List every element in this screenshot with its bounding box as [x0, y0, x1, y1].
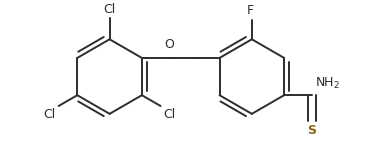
Text: Cl: Cl — [164, 108, 176, 121]
Text: S: S — [307, 124, 316, 137]
Text: Cl: Cl — [103, 3, 116, 16]
Text: Cl: Cl — [43, 108, 56, 121]
Text: F: F — [246, 4, 254, 17]
Text: O: O — [164, 38, 174, 51]
Text: NH$_2$: NH$_2$ — [314, 76, 339, 91]
